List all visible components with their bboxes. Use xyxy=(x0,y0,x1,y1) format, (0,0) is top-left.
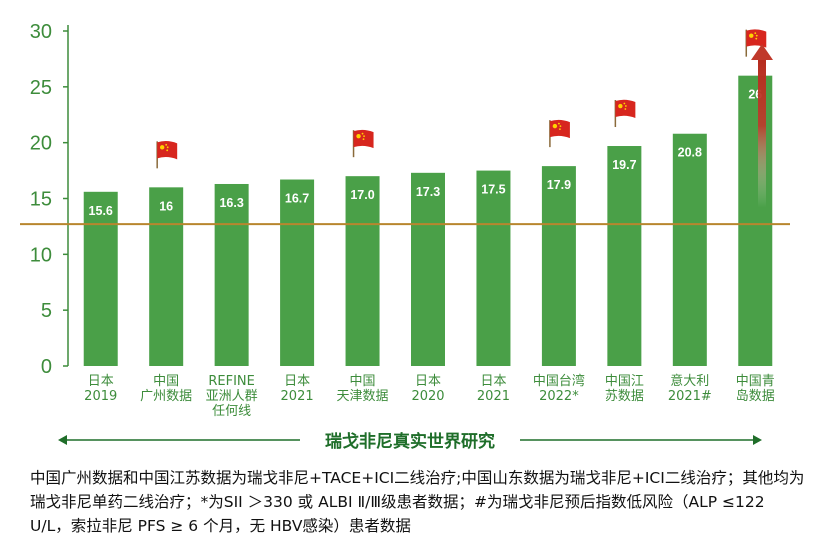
x-tick-label: 日本 2020 xyxy=(411,374,444,404)
bar-value-label: 17.3 xyxy=(416,185,440,199)
x-axis-title-group: 瑞戈非尼真实世界研究 xyxy=(58,431,762,452)
y-tick-label: 15 xyxy=(30,189,52,211)
x-tick-label: 中国广州数据 xyxy=(140,374,192,404)
x-tick-label: 中国天津数据 xyxy=(337,374,389,404)
x-tick-label: 中国江苏数据 xyxy=(605,374,644,404)
bar xyxy=(541,166,576,366)
bar-value-label: 16 xyxy=(159,199,173,213)
bar-value-label: 16.3 xyxy=(219,196,243,210)
x-tick-label: 日本 2021 xyxy=(281,374,314,404)
bar xyxy=(411,172,445,366)
bar xyxy=(345,176,380,366)
bar xyxy=(214,183,249,366)
x-tick-label: 中国青岛数据 xyxy=(736,374,775,404)
china-flag-icon xyxy=(745,29,767,57)
x-tick-label: 中国台湾 2022* xyxy=(533,373,585,404)
bar xyxy=(738,75,773,367)
china-flag-icon xyxy=(549,119,570,148)
x-tick-label: 日本 2019 xyxy=(84,374,117,404)
bar xyxy=(607,146,642,366)
china-flag-icon xyxy=(614,99,636,128)
x-axis-title: 瑞戈非尼真实世界研究 xyxy=(325,431,495,452)
bar-value-label: 17.0 xyxy=(350,188,374,202)
arrow-head xyxy=(751,44,773,60)
bar xyxy=(149,187,184,366)
y-tick-label: 25 xyxy=(30,77,52,99)
x-tick-label: 日本 2021 xyxy=(477,374,510,404)
bar-value-label: 20.8 xyxy=(678,146,702,160)
bar-value-label: 15.6 xyxy=(89,204,113,218)
y-tick-label: 0 xyxy=(41,356,52,378)
y-tick-label: 5 xyxy=(41,300,52,322)
x-tick-label: 意大利 2021# xyxy=(668,373,712,404)
y-tick-label: 20 xyxy=(30,133,52,155)
footnote: 中国广州数据和中国江苏数据为瑞戈非尼+TACE+ICI二线治疗;中国山东数据为瑞… xyxy=(30,469,805,535)
y-tick-label: 30 xyxy=(30,21,52,43)
bar xyxy=(83,191,118,366)
bar xyxy=(476,170,511,366)
y-axis: 0 5 10 15 20 25 30 xyxy=(30,21,69,378)
bar-value-label: 17.9 xyxy=(547,178,571,192)
bar-value-label: 17.5 xyxy=(481,183,505,197)
regorafenib-bar-chart: 0 5 10 15 20 25 30 15.6 16 16.3 16.7 17.0 17.3 17.5 1… xyxy=(20,21,790,452)
bar-value-label: 16.7 xyxy=(285,192,309,206)
china-flag-icon xyxy=(156,141,178,169)
y-tick-label: 10 xyxy=(30,244,52,266)
bar-value-label: 19.7 xyxy=(612,158,636,172)
bars: 15.6 16 16.3 16.7 17.0 17.3 17.5 17.919.720.826 xyxy=(83,29,773,367)
bar xyxy=(672,133,707,366)
x-tick-label: REFINE 亚洲人群任何线 xyxy=(206,374,258,419)
bar xyxy=(280,179,315,366)
arrow-shaft xyxy=(758,58,766,208)
china-flag-icon xyxy=(352,129,374,158)
trend-arrow xyxy=(751,44,773,208)
